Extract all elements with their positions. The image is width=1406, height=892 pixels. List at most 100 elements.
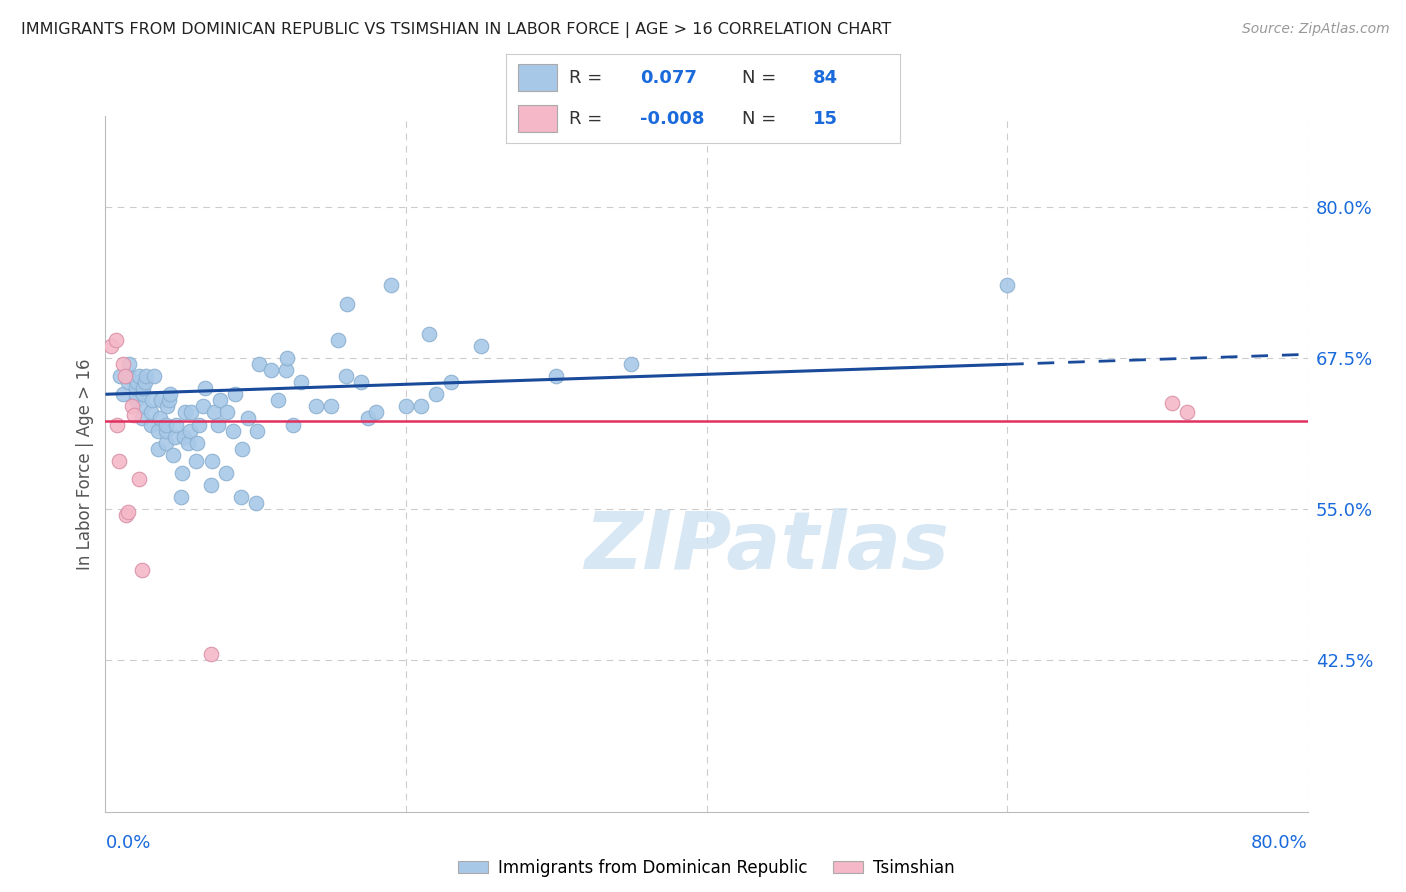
Point [155, 435, 177, 450]
Point [131, 411, 153, 425]
Point [276, 351, 298, 365]
Point [247, 357, 270, 371]
Point [172, 466, 194, 480]
Point [186, 435, 208, 450]
Point [112, 387, 135, 401]
Point [162, 448, 184, 462]
Point [128, 472, 150, 486]
Y-axis label: In Labor Force | Age > 16: In Labor Force | Age > 16 [76, 358, 94, 570]
Point [163, 429, 186, 443]
Point [146, 424, 169, 438]
Point [124, 387, 146, 401]
Point [156, 400, 179, 414]
Point [620, 357, 643, 371]
Text: N =: N = [742, 69, 776, 87]
Point [283, 417, 305, 432]
Point [336, 296, 359, 310]
Point [157, 393, 180, 408]
Point [187, 417, 209, 432]
Point [139, 405, 162, 419]
Text: 15: 15 [813, 110, 838, 128]
Point [260, 363, 283, 377]
Point [319, 400, 342, 414]
Point [395, 400, 418, 414]
FancyBboxPatch shape [517, 105, 557, 132]
Point [328, 333, 350, 347]
Text: 0.0%: 0.0% [105, 834, 150, 852]
FancyBboxPatch shape [517, 64, 557, 91]
Text: R =: R = [569, 69, 602, 87]
Point [267, 393, 290, 408]
Text: -0.008: -0.008 [640, 110, 704, 128]
Point [132, 381, 155, 395]
Point [335, 369, 357, 384]
Point [124, 381, 146, 395]
Point [104, 333, 127, 347]
Point [107, 417, 129, 432]
Point [1175, 405, 1198, 419]
Point [165, 417, 187, 432]
Point [246, 424, 269, 438]
Point [169, 490, 191, 504]
Point [380, 278, 402, 293]
Text: 0.077: 0.077 [640, 69, 697, 87]
Point [114, 369, 136, 384]
Point [357, 411, 380, 425]
Point [207, 417, 229, 432]
Point [214, 466, 236, 480]
Point [290, 375, 312, 389]
Point [174, 405, 197, 419]
Point [305, 400, 328, 414]
Point [995, 278, 1018, 293]
Point [121, 400, 143, 414]
Point [364, 405, 387, 419]
Text: IMMIGRANTS FROM DOMINICAN REPUBLIC VS TSIMSHIAN IN LABOR FORCE | AGE > 16 CORREL: IMMIGRANTS FROM DOMINICAN REPUBLIC VS TS… [21, 22, 891, 38]
Point [155, 424, 177, 438]
Point [208, 393, 231, 408]
Point [110, 369, 132, 384]
Point [159, 387, 181, 401]
Point [245, 496, 267, 510]
Point [350, 375, 373, 389]
Point [440, 375, 463, 389]
Point [134, 375, 156, 389]
Point [201, 454, 224, 468]
Point [112, 357, 135, 371]
Point [194, 381, 217, 395]
Point [179, 424, 201, 438]
Point [155, 417, 177, 432]
Point [117, 369, 139, 384]
Point [238, 411, 260, 425]
Point [115, 508, 138, 523]
Point [146, 442, 169, 456]
Text: Source: ZipAtlas.com: Source: ZipAtlas.com [1241, 22, 1389, 37]
Point [100, 339, 122, 353]
Point [131, 563, 153, 577]
Point [173, 429, 195, 443]
Point [125, 375, 148, 389]
Point [132, 400, 155, 414]
Point [108, 454, 131, 468]
Point [470, 339, 492, 353]
Point [141, 393, 163, 408]
Point [184, 454, 207, 468]
Text: ZIPatlas: ZIPatlas [583, 508, 949, 586]
Point [128, 369, 150, 384]
Point [139, 417, 162, 432]
Point [122, 408, 145, 422]
Point [418, 326, 440, 341]
Point [135, 369, 157, 384]
Point [142, 369, 165, 384]
Point [229, 490, 252, 504]
Point [132, 387, 155, 401]
Point [148, 411, 170, 425]
Point [177, 435, 200, 450]
Point [425, 387, 447, 401]
Text: 84: 84 [813, 69, 838, 87]
Point [117, 505, 139, 519]
Point [202, 405, 225, 419]
Point [274, 363, 297, 377]
Point [231, 442, 253, 456]
Point [124, 393, 146, 408]
Point [1161, 395, 1184, 409]
